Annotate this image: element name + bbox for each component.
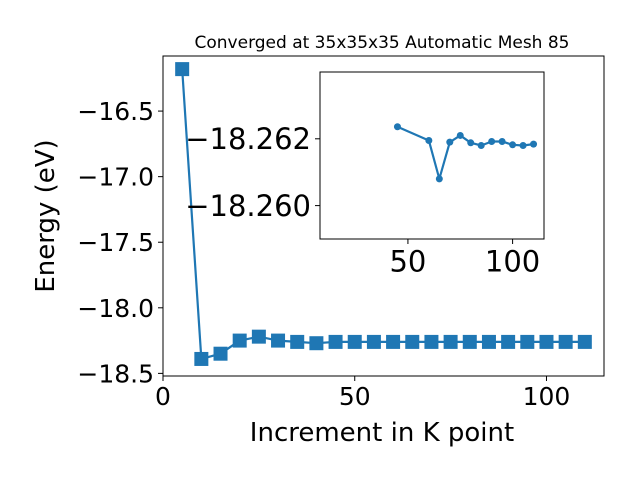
main-data-point: [520, 334, 535, 349]
main-frame: [162, 55, 605, 377]
inset-data-point: [509, 141, 517, 149]
inset-data-point: [519, 141, 527, 149]
main-data-point: [386, 334, 401, 349]
main-data-point: [175, 62, 190, 77]
main-y-tick-label: −16.5: [77, 97, 154, 126]
y-axis-label: Energy (eV): [31, 139, 61, 292]
main-data-point: [558, 334, 573, 349]
main-data-point: [424, 334, 439, 349]
inset-frame: [319, 71, 545, 240]
main-data-point: [443, 334, 458, 349]
main-y-tick-label: −17.0: [77, 163, 154, 192]
inset-data-point: [498, 137, 506, 145]
inset-x-tick-label: 50: [389, 245, 426, 279]
main-data-point: [405, 334, 420, 349]
main-series: [175, 62, 592, 366]
main-x-tick-label: 0: [155, 382, 171, 411]
inset-data-point: [477, 141, 485, 149]
inset-data-point: [456, 131, 464, 139]
main-data-point: [309, 336, 324, 351]
inset-data-point: [446, 138, 454, 146]
main-data-point: [539, 334, 554, 349]
inset-data-point: [530, 140, 538, 148]
main-data-point: [290, 334, 305, 349]
main-data-point: [328, 334, 343, 349]
main-x-tick-label: 100: [523, 382, 571, 411]
main-data-point: [462, 334, 477, 349]
main-x-tick-label: 50: [339, 382, 371, 411]
main-y-tick-label: −18.5: [77, 359, 154, 388]
main-data-point: [213, 346, 228, 361]
inset-data-point: [467, 139, 475, 147]
inset-y-tick-label: −18.260: [185, 189, 311, 223]
main-y-tick-label: −18.0: [77, 294, 154, 323]
chart-title: Converged at 35x35x35 Automatic Mesh 85: [195, 33, 570, 53]
inset-data-point: [425, 136, 433, 144]
inset-data-point: [393, 123, 401, 131]
main-data-point: [271, 333, 286, 348]
main-series-line: [181, 69, 585, 361]
main-data-point: [232, 333, 247, 348]
main-data-point: [251, 329, 266, 344]
inset-data-point: [488, 137, 496, 145]
inset-data-point: [435, 175, 443, 183]
inset-series: [393, 123, 538, 183]
main-data-point: [481, 334, 496, 349]
main-data-point: [194, 351, 209, 366]
main-data-point: [577, 334, 592, 349]
main-data-point: [501, 334, 516, 349]
inset-plot: 50 100 −18.262 −18.260: [185, 71, 545, 279]
main-y-tick-label: −17.5: [77, 228, 154, 257]
main-data-point: [366, 334, 381, 349]
inset-x-tick-label: 100: [485, 245, 540, 279]
main-data-point: [347, 334, 362, 349]
inset-y-tick-label: −18.262: [185, 122, 311, 156]
x-axis-label: Increment in K point: [250, 418, 514, 448]
